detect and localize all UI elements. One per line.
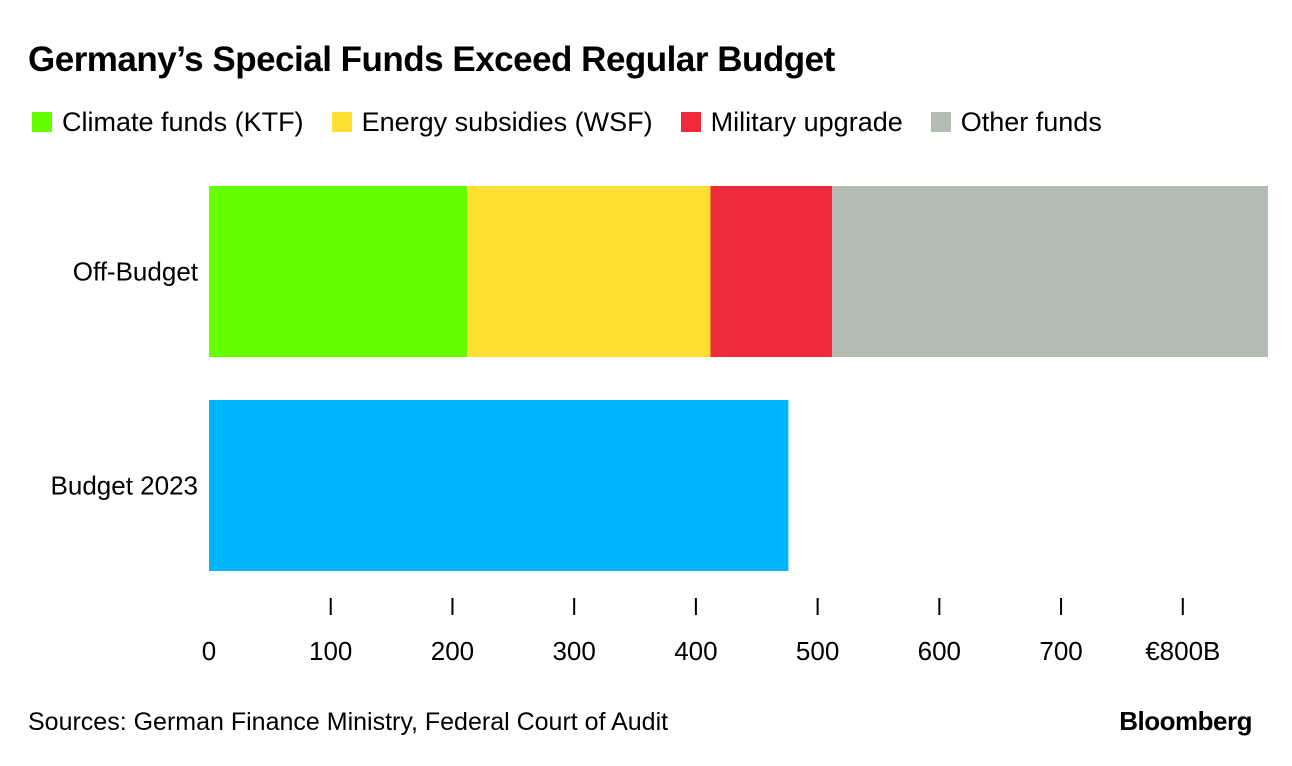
x-tick-label: 300 bbox=[552, 636, 595, 666]
bar-off-budget-energy-subsidies-wsf bbox=[467, 186, 711, 357]
legend-label: Climate funds (KTF) bbox=[62, 106, 304, 137]
x-tick-label: 500 bbox=[796, 636, 839, 666]
x-tick-label: 0 bbox=[202, 636, 216, 666]
source-note: Sources: German Finance Ministry, Federa… bbox=[28, 708, 669, 736]
category-label-off-budget: Off-Budget bbox=[73, 257, 199, 287]
legend-item-energy-subsidies-wsf: Energy subsidies (WSF) bbox=[331, 106, 653, 138]
bar-off-budget-other-funds bbox=[832, 186, 1268, 357]
x-tick-label: €800B bbox=[1145, 636, 1220, 666]
legend-item-other-funds: Other funds bbox=[930, 106, 1102, 138]
bar-off-budget-climate-funds-ktf bbox=[209, 186, 468, 357]
bloomberg-logo: Bloomberg bbox=[1119, 706, 1252, 736]
chart-title: Germany’s Special Funds Exceed Regular B… bbox=[28, 40, 835, 79]
legend-label: Energy subsidies (WSF) bbox=[361, 106, 653, 137]
legend-swatch bbox=[680, 112, 701, 132]
legend-label: Other funds bbox=[960, 106, 1102, 137]
bar-off-budget-military-upgrade bbox=[710, 186, 833, 357]
category-label-budget-2023: Budget 2023 bbox=[51, 471, 198, 501]
legend-label: Military upgrade bbox=[710, 106, 903, 137]
x-tick-label: 100 bbox=[309, 636, 352, 666]
chart-legend: Climate funds (KTF) Energy subsidies (WSF… bbox=[32, 104, 1130, 140]
bar-budget-2023-budget bbox=[209, 400, 789, 571]
legend-swatch bbox=[930, 112, 951, 132]
x-tick-label: 600 bbox=[918, 636, 961, 666]
legend-item-climate-funds-ktf: Climate funds (KTF) bbox=[32, 107, 304, 138]
legend-swatch bbox=[32, 112, 52, 132]
x-tick-label: 700 bbox=[1039, 636, 1082, 666]
legend-swatch bbox=[331, 112, 352, 132]
x-tick-label: 200 bbox=[431, 636, 474, 666]
legend-item-military-upgrade: Military upgrade bbox=[680, 106, 903, 138]
x-tick-label: 400 bbox=[674, 636, 717, 666]
